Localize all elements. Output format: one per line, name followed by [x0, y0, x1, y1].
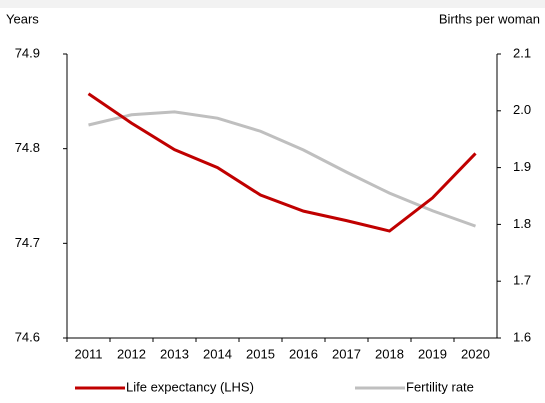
top-strip [0, 0, 545, 8]
x-tick-label: 2020 [461, 346, 490, 361]
x-tick-label: 2017 [332, 346, 361, 361]
y-tick-label: 74.8 [15, 140, 40, 155]
y2-tick-label: 1.8 [513, 216, 531, 231]
x-tick-label: 2018 [375, 346, 404, 361]
x-tick-label: 2019 [418, 346, 447, 361]
x-tick-label: 2016 [289, 346, 318, 361]
y-tick-label: 74.7 [15, 235, 40, 250]
legend-label: Fertility rate [406, 379, 474, 394]
y2-tick-label: 1.9 [513, 159, 531, 174]
y-tick-label: 74.6 [15, 329, 40, 344]
x-tick-label: 2011 [75, 346, 103, 361]
y-axis-label: Years [6, 11, 39, 26]
y-tick-label: 74.9 [15, 45, 40, 60]
line-series [87, 92, 477, 233]
x-tick-label: 2014 [203, 346, 232, 361]
y2-tick-label: 2.1 [513, 45, 531, 60]
y2-tick-label: 1.6 [513, 329, 531, 344]
y2-tick-label: 1.7 [513, 273, 531, 288]
y2-tick-label: 2.0 [513, 102, 531, 117]
x-tick-label: 2015 [246, 346, 275, 361]
line-series [88, 110, 477, 228]
y2-axis-label: Births per woman [439, 11, 540, 26]
x-tick-label: 2013 [160, 346, 189, 361]
legend-label: Life expectancy (LHS) [126, 379, 254, 394]
x-tick-label: 2012 [117, 346, 146, 361]
